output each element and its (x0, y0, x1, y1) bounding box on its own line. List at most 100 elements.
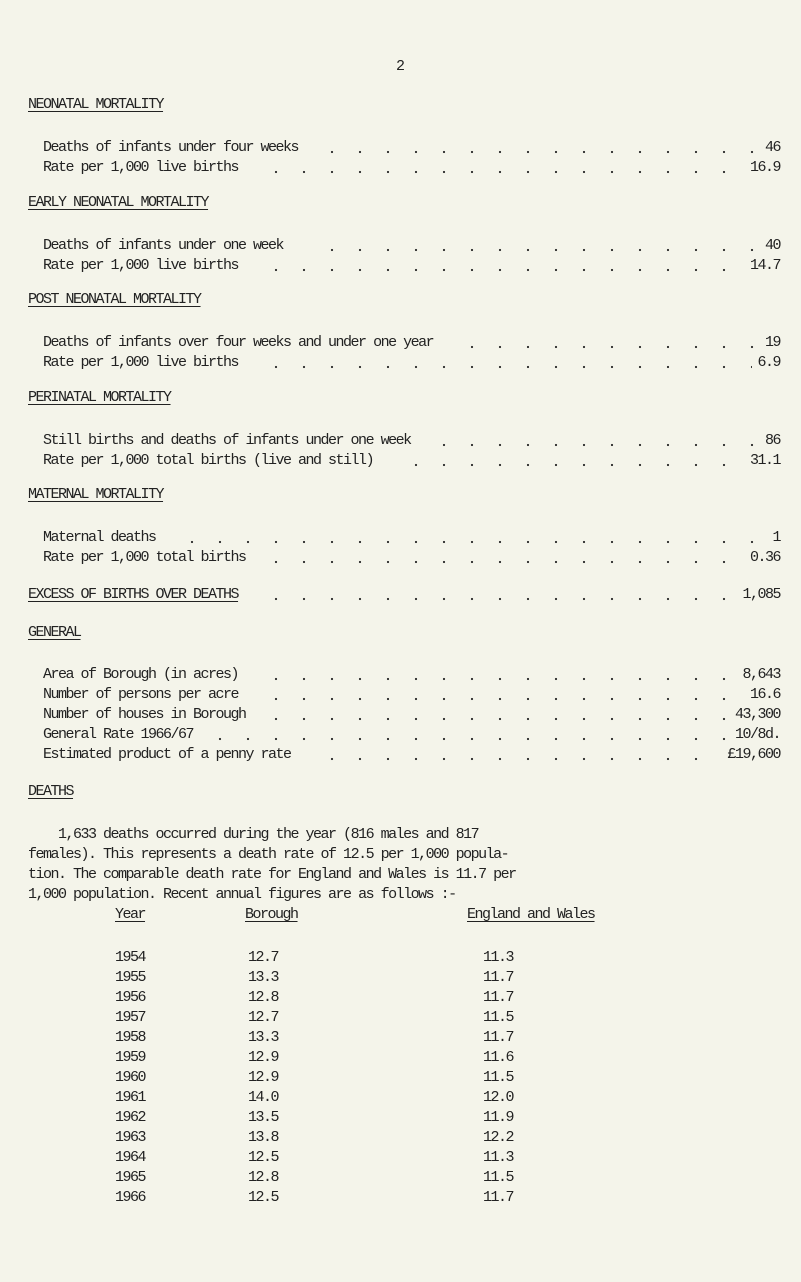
table-cell: 12.7 (248, 949, 280, 966)
row-label: General Rate 1966/67 (43, 726, 195, 743)
page-number: 2 (396, 58, 405, 75)
dot-leader (402, 463, 744, 467)
row-label: Rate per 1,000 total births (43, 549, 247, 566)
dot-leader (178, 540, 767, 544)
dot-leader (262, 560, 744, 564)
dot-leader (262, 597, 737, 601)
table-cell: 14.0 (248, 1089, 280, 1106)
deaths-heading: DEATHS (28, 783, 75, 800)
table-cell: 1966 (115, 1189, 147, 1206)
table-cell: 1962 (115, 1109, 147, 1126)
table-cell: 11.7 (483, 989, 515, 1006)
row-value: 46 (764, 139, 782, 156)
row-value: 43,300 (734, 706, 782, 723)
row-value: 8,643 (742, 666, 781, 683)
row-label: Deaths of infants under four weeks (43, 139, 300, 156)
table-cell: 11.7 (483, 1029, 515, 1046)
table-cell: 1961 (115, 1089, 147, 1106)
row-value: 6.9 (757, 354, 781, 371)
table-cell: 12.8 (248, 989, 280, 1006)
table-cell: 12.9 (248, 1049, 280, 1066)
table-cell: 1956 (115, 989, 147, 1006)
dot-leader (262, 697, 744, 701)
row-label: Rate per 1,000 total births (live and st… (43, 452, 375, 469)
table-cell: 12.2 (483, 1129, 515, 1146)
table-cell: 12.5 (248, 1189, 280, 1206)
row-label: Rate per 1,000 live births (43, 257, 240, 274)
table-cell: 11.7 (483, 1189, 515, 1206)
row-value: 16.9 (749, 159, 782, 176)
dot-leader (262, 170, 744, 174)
dot-leader (262, 268, 744, 272)
row-value: 14.7 (749, 257, 782, 274)
row-value: 86 (764, 432, 782, 449)
dot-leader (318, 150, 759, 154)
section-heading: POST NEONATAL MORTALITY (28, 291, 202, 308)
table-cell: 13.3 (248, 969, 280, 986)
general-heading: GENERAL (28, 624, 82, 641)
row-label: Deaths of infants over four weeks and un… (43, 334, 435, 351)
row-value: 0.36 (749, 549, 782, 566)
table-header: Borough (245, 906, 299, 923)
row-label: Deaths of infants under one week (43, 237, 285, 254)
excess-value: 1,085 (742, 586, 781, 603)
table-cell: 11.3 (483, 949, 515, 966)
row-label: Number of persons per acre (43, 686, 240, 703)
table-cell: 12.9 (248, 1069, 280, 1086)
row-value: 16.6 (749, 686, 782, 703)
table-cell: 12.7 (248, 1009, 280, 1026)
dot-leader (318, 248, 759, 252)
table-cell: 12.0 (483, 1089, 515, 1106)
row-value: 40 (764, 237, 782, 254)
table-cell: 1958 (115, 1029, 147, 1046)
dot-leader (262, 677, 737, 681)
dot-leader (458, 345, 759, 349)
row-label: Still births and deaths of infants under… (43, 432, 412, 449)
table-cell: 1963 (115, 1129, 147, 1146)
row-label: Area of Borough (in acres) (43, 666, 240, 683)
row-label: Maternal deaths (43, 529, 157, 546)
paragraph-line: 1,000 population. Recent annual figures … (28, 886, 457, 903)
row-value: 31.1 (749, 452, 782, 469)
section-heading: EARLY NEONATAL MORTALITY (28, 194, 210, 211)
table-cell: 1957 (115, 1009, 147, 1026)
table-cell: 11.5 (483, 1169, 515, 1186)
dot-leader (262, 717, 729, 721)
paragraph-line: tion. The comparable death rate for Engl… (28, 866, 517, 883)
section-heading: NEONATAL MORTALITY (28, 96, 165, 113)
dot-leader (262, 365, 752, 369)
section-heading: PERINATAL MORTALITY (28, 389, 172, 406)
table-header: England and Wales (467, 906, 596, 923)
table-cell: 13.8 (248, 1129, 280, 1146)
table-cell: 11.3 (483, 1149, 515, 1166)
table-cell: 11.5 (483, 1009, 515, 1026)
table-cell: 11.9 (483, 1109, 515, 1126)
row-value: 1 (772, 529, 781, 546)
dot-leader (430, 443, 759, 447)
table-cell: 11.5 (483, 1069, 515, 1086)
row-label: Rate per 1,000 live births (43, 159, 240, 176)
table-cell: 1964 (115, 1149, 147, 1166)
table-cell: 1954 (115, 949, 147, 966)
table-cell: 12.5 (248, 1149, 280, 1166)
table-header: Year (115, 906, 147, 923)
paragraph-line: 1,633 deaths occurred during the year (8… (28, 826, 480, 843)
dot-leader (318, 757, 722, 761)
row-label: Estimated product of a penny rate (43, 746, 292, 763)
table-cell: 11.6 (483, 1049, 515, 1066)
table-cell: 1965 (115, 1169, 147, 1186)
paragraph-line: females). This represents a death rate o… (28, 846, 510, 863)
row-label: Number of houses in Borough (43, 706, 247, 723)
table-cell: 11.7 (483, 969, 515, 986)
row-value: 10/8d. (734, 726, 782, 743)
section-heading: MATERNAL MORTALITY (28, 486, 165, 503)
table-cell: 1959 (115, 1049, 147, 1066)
table-cell: 1955 (115, 969, 147, 986)
dot-leader (206, 737, 729, 741)
table-cell: 12.8 (248, 1169, 280, 1186)
row-value: 19 (764, 334, 782, 351)
table-cell: 13.5 (248, 1109, 280, 1126)
table-cell: 13.3 (248, 1029, 280, 1046)
row-label: Rate per 1,000 live births (43, 354, 240, 371)
row-value: £19,600 (727, 746, 781, 763)
